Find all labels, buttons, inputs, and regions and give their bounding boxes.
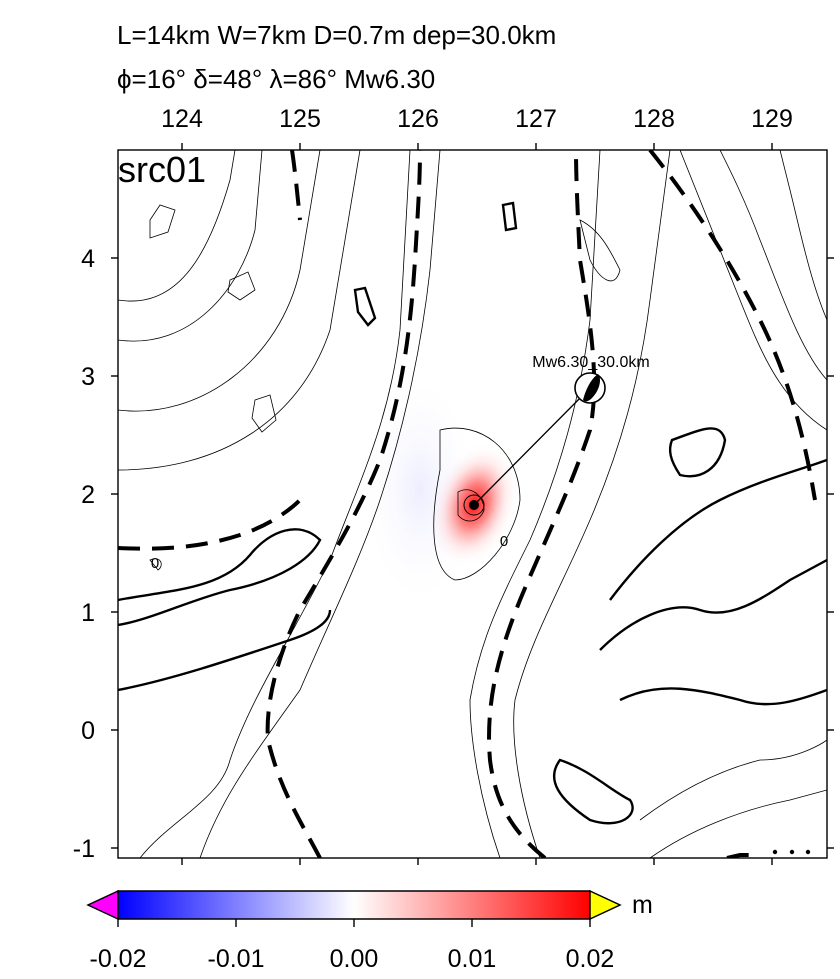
dotted-boundary xyxy=(772,849,811,855)
colorbar-low-overflow-triangle xyxy=(86,889,119,921)
colorbar-unit-label: m xyxy=(632,891,653,919)
y-tick-label: 2 xyxy=(81,481,95,509)
x-tick-label: 129 xyxy=(751,105,793,133)
x-tick-label: 126 xyxy=(397,105,439,133)
map-frame xyxy=(117,149,828,859)
title-line-focal-mechanism: ϕ=16° δ=48° λ=86° Mw6.30 xyxy=(117,64,436,94)
y-tick-label: 3 xyxy=(81,363,95,391)
y-tick-label: 0 xyxy=(81,717,95,745)
colorbar-tick-label: 0.00 xyxy=(330,945,379,973)
x-tick-label: 128 xyxy=(633,105,675,133)
axis-ticks xyxy=(111,143,834,865)
colorbar-tick-label: -0.02 xyxy=(90,945,147,973)
epicenter-marker-icon xyxy=(463,494,485,516)
colorbar xyxy=(86,889,622,927)
colorbar-high-overflow-triangle xyxy=(589,889,622,921)
x-tick-label: 124 xyxy=(161,105,203,133)
beachball-icon xyxy=(574,372,606,404)
event-label: Mw6.30_30.0km xyxy=(532,354,649,371)
panel-label: src01 xyxy=(118,149,206,190)
x-tick-label: 127 xyxy=(515,105,557,133)
colorbar-tick-label: 0.01 xyxy=(448,945,497,973)
y-tick-label: -1 xyxy=(73,835,95,863)
contour-value-label: 0 xyxy=(500,533,508,550)
y-tick-label: 4 xyxy=(81,245,95,273)
x-tick-label: 125 xyxy=(279,105,321,133)
y-tick-label: 1 xyxy=(81,599,95,627)
colorbar-tick-label: -0.01 xyxy=(208,945,265,973)
thick-contours xyxy=(118,201,827,825)
contour-value-label: 0 xyxy=(151,555,159,572)
source-connector-line xyxy=(473,388,590,506)
dashed-trench-lines xyxy=(118,150,817,858)
title-line-fault-geometry: L=14km W=7km D=0.7m dep=30.0km xyxy=(117,20,557,50)
map-area xyxy=(118,150,827,858)
colorbar-tick-label: 0.02 xyxy=(566,945,615,973)
thin-contours xyxy=(118,150,827,858)
